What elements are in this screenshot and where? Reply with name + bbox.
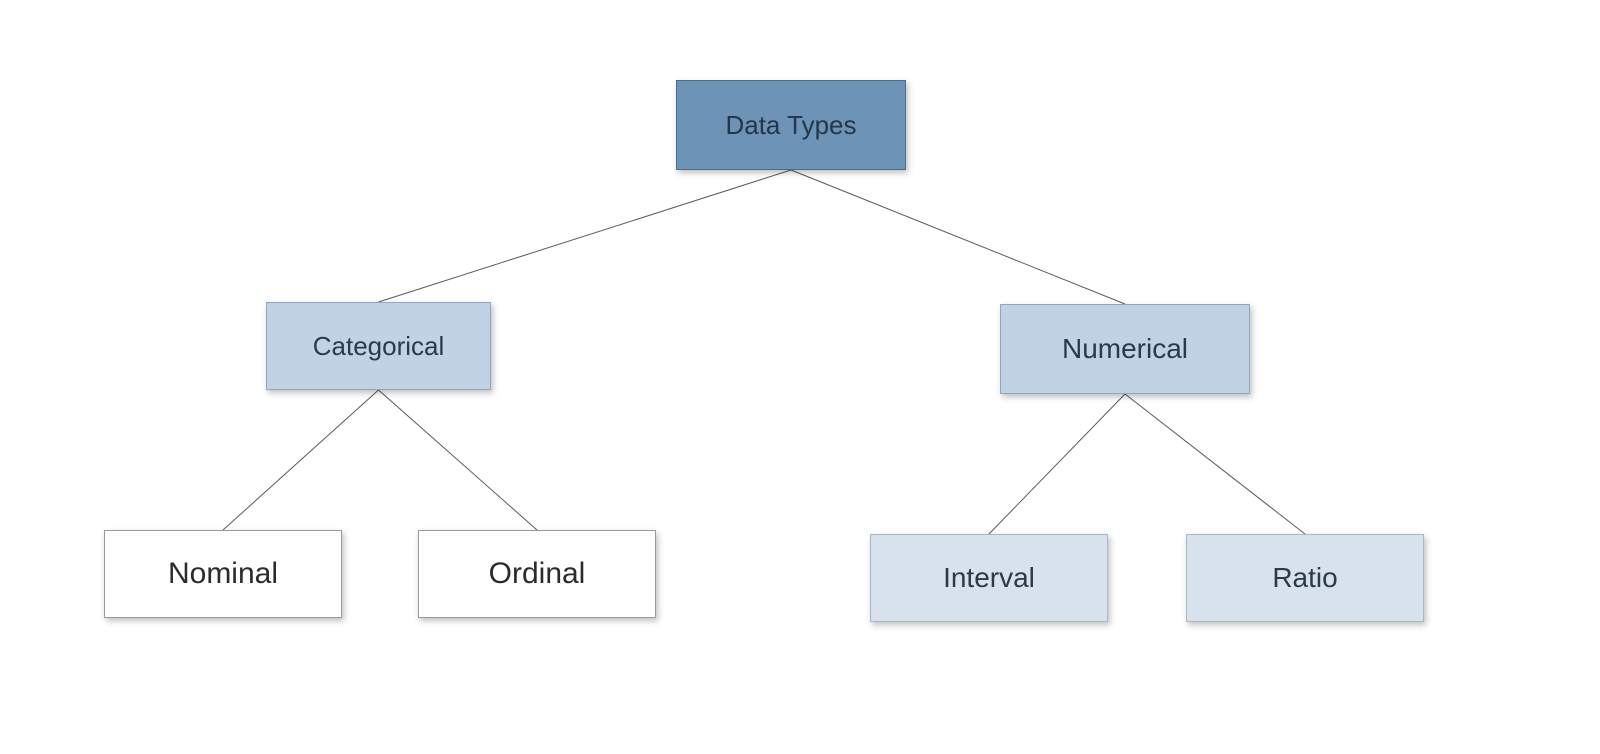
node-categorical: Categorical xyxy=(266,302,491,390)
node-nominal: Nominal xyxy=(104,530,342,618)
node-ratio: Ratio xyxy=(1186,534,1424,622)
edge-root-categorical xyxy=(379,170,792,302)
node-label-root: Data Types xyxy=(725,110,856,141)
edge-numerical-interval xyxy=(989,394,1125,534)
edge-root-numerical xyxy=(791,170,1125,304)
node-ordinal: Ordinal xyxy=(418,530,656,618)
node-label-nominal: Nominal xyxy=(168,557,278,591)
node-label-ratio: Ratio xyxy=(1272,562,1337,594)
node-numerical: Numerical xyxy=(1000,304,1250,394)
edge-categorical-ordinal xyxy=(379,390,538,530)
node-label-categorical: Categorical xyxy=(313,331,445,362)
node-label-interval: Interval xyxy=(943,562,1035,594)
node-label-numerical: Numerical xyxy=(1062,333,1188,365)
node-interval: Interval xyxy=(870,534,1108,622)
edge-numerical-ratio xyxy=(1125,394,1305,534)
node-label-ordinal: Ordinal xyxy=(489,557,586,591)
node-root: Data Types xyxy=(676,80,906,170)
edge-categorical-nominal xyxy=(223,390,379,530)
